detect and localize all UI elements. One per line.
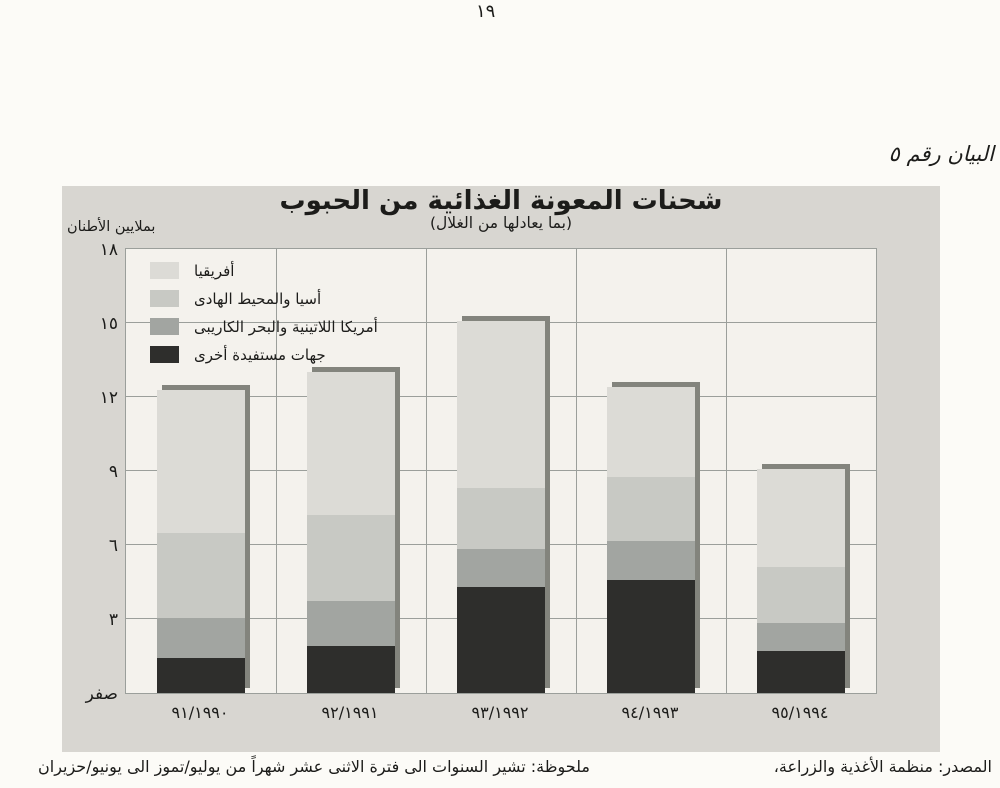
bar-segment bbox=[757, 651, 845, 693]
figure-caption: البيان رقم ٥ bbox=[888, 142, 994, 166]
bar-segment bbox=[157, 532, 245, 618]
gridline-vertical bbox=[726, 249, 727, 693]
bar-segment bbox=[457, 586, 545, 693]
bar-segment bbox=[307, 600, 395, 647]
chart-subtitle: (بما يعادلها من الغلال) bbox=[430, 214, 572, 233]
bar-segment bbox=[307, 646, 395, 693]
x-axis-tick-label: ٩٤/١٩٩٣ bbox=[621, 703, 679, 722]
y-axis-tick-label: ٩ bbox=[108, 462, 118, 482]
legend-swatch bbox=[150, 346, 179, 363]
chart-title: شحنات المعونة الغذائية من الحبوب bbox=[279, 186, 723, 216]
y-axis-tick-label: ١٨ bbox=[99, 240, 118, 260]
bar-segment bbox=[607, 387, 695, 478]
y-axis-tick-label: صفر bbox=[85, 684, 118, 704]
x-axis-tick-label: ٩١/١٩٩٠ bbox=[171, 703, 229, 722]
bar-segment bbox=[457, 488, 545, 549]
bar-segment bbox=[757, 468, 845, 568]
bar-segment bbox=[157, 389, 245, 533]
legend-item: جهات مستفيدة أخرى bbox=[150, 345, 378, 364]
y-axis-tick-label: ٣ bbox=[108, 610, 118, 630]
bar-segment bbox=[307, 515, 395, 601]
legend-item: أمريكا اللاتينية والبحر الكاريبى bbox=[150, 317, 378, 336]
y-axis-tick-label: ٦ bbox=[108, 536, 118, 556]
bar-segment bbox=[607, 579, 695, 693]
bar-segment bbox=[607, 477, 695, 542]
legend-item: أفريقيا bbox=[150, 261, 378, 280]
bar-segment bbox=[157, 658, 245, 693]
legend-swatch bbox=[150, 318, 179, 335]
page-number: ١٩ bbox=[476, 1, 496, 22]
legend: أفريقيا أسيا والمحيط الهادى أمريكا اللاتين… bbox=[150, 262, 378, 374]
gridline-vertical bbox=[276, 249, 277, 693]
plot-area: أفريقيا أسيا والمحيط الهادى أمريكا اللاتين… bbox=[125, 248, 877, 694]
y-axis-tick-label: ١٢ bbox=[99, 388, 118, 408]
bar-segment bbox=[757, 567, 845, 623]
bar-segment bbox=[757, 622, 845, 652]
legend-item: أسيا والمحيط الهادى bbox=[150, 289, 378, 308]
note-text: ملحوظة: تشير السنوات الى فترة الاثنى عشر… bbox=[38, 757, 590, 776]
y-axis-unit-label: بملايين الأطنان bbox=[67, 219, 156, 235]
chart-figure: شحنات المعونة الغذائية من الحبوب (بما يع… bbox=[62, 186, 940, 752]
gridline-vertical bbox=[426, 249, 427, 693]
legend-label: أسيا والمحيط الهادى bbox=[194, 289, 322, 308]
bar-segment bbox=[307, 372, 395, 516]
gridline-vertical bbox=[576, 249, 577, 693]
bar-segment bbox=[157, 617, 245, 659]
stacked-bar bbox=[757, 468, 845, 693]
y-axis-tick-label: ١٥ bbox=[99, 314, 118, 334]
x-axis-tick-label: ٩٥/١٩٩٤ bbox=[771, 703, 829, 722]
legend-label: أمريكا اللاتينية والبحر الكاريبى bbox=[194, 317, 378, 336]
legend-label: أفريقيا bbox=[194, 261, 235, 280]
x-axis-tick-label: ٩٢/١٩٩١ bbox=[321, 703, 379, 722]
bar-segment bbox=[457, 548, 545, 587]
x-axis-tick-label: ٩٣/١٩٩٢ bbox=[471, 703, 529, 722]
stacked-bar bbox=[607, 387, 695, 693]
bar-segment bbox=[607, 541, 695, 580]
stacked-bar bbox=[157, 389, 245, 693]
source-text: المصدر: منظمة الأغذية والزراعة، bbox=[773, 757, 992, 776]
legend-label: جهات مستفيدة أخرى bbox=[194, 345, 326, 364]
stacked-bar bbox=[457, 320, 545, 693]
stacked-bar bbox=[307, 372, 395, 693]
legend-swatch bbox=[150, 262, 179, 279]
legend-swatch bbox=[150, 290, 179, 307]
bar-segment bbox=[457, 320, 545, 489]
footer: المصدر: منظمة الأغذية والزراعة، ملحوظة: … bbox=[0, 757, 1000, 776]
